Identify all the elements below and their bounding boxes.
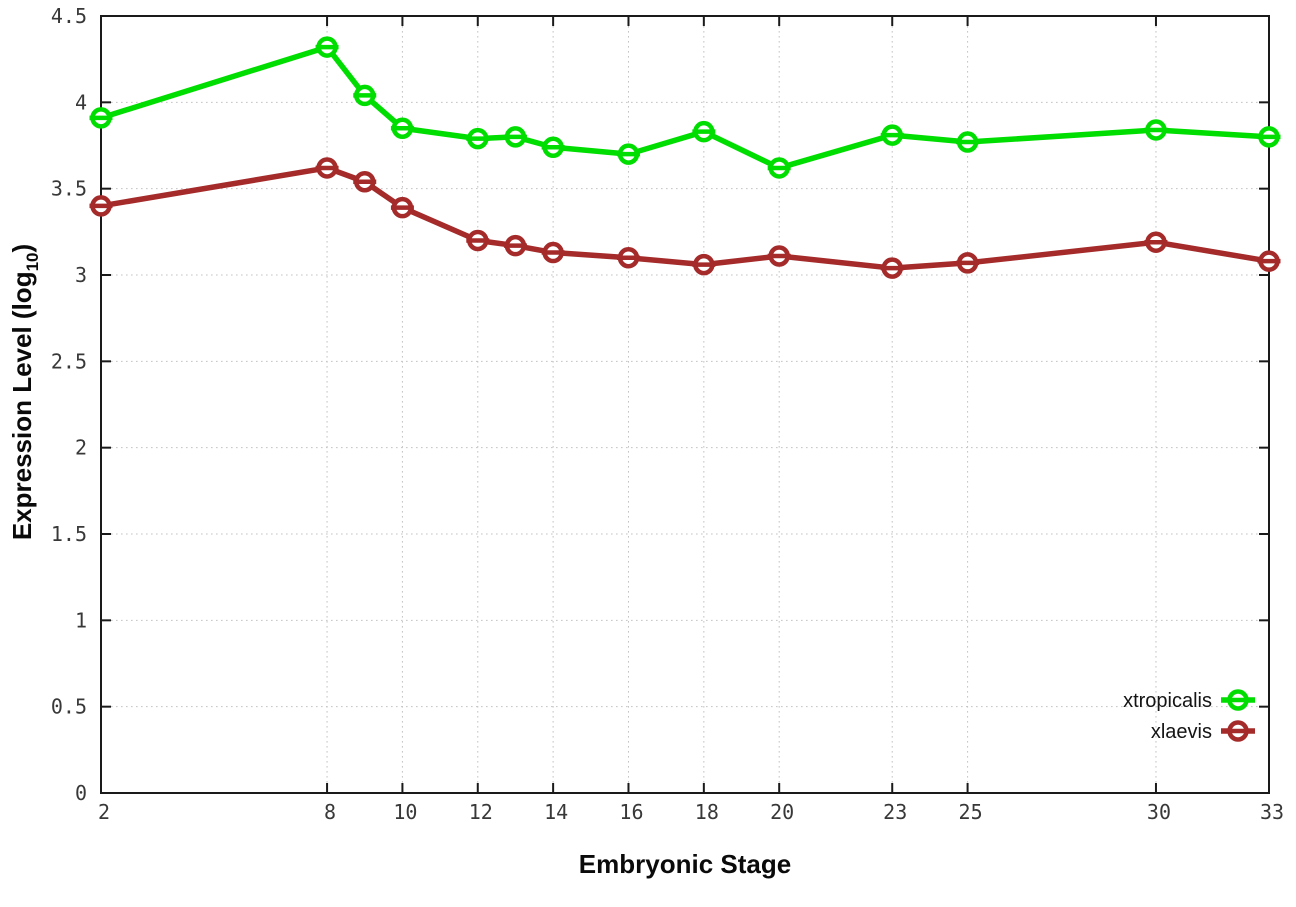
- legend-item-xlaevis: xlaevis: [1151, 720, 1255, 743]
- series-xtropicalis-marker: [616, 143, 640, 165]
- series-xlaevis-marker: [880, 257, 904, 279]
- series-xlaevis-marker: [503, 234, 527, 257]
- y-axis-title: Expression Level (log10): [7, 244, 42, 540]
- y-tick-label: 3.5: [51, 177, 87, 201]
- x-tick-label: 16: [619, 800, 643, 824]
- legend-label: xtropicalis: [1123, 690, 1212, 712]
- series-xtropicalis-marker: [692, 120, 716, 143]
- x-tick-label: 2: [98, 800, 110, 824]
- x-tick-label: 23: [883, 800, 907, 824]
- x-tick-label: 30: [1147, 800, 1171, 824]
- series-xlaevis-marker: [616, 246, 640, 269]
- series-xlaevis-marker: [315, 157, 339, 179]
- y-tick-label: 1.5: [51, 522, 87, 546]
- series-xlaevis-line: [98, 165, 1272, 271]
- x-tick-label: 20: [770, 800, 794, 824]
- series-xtropicalis-marker: [466, 127, 490, 150]
- legend: xtropicalis xlaevis: [1123, 689, 1255, 743]
- plot-border: [100, 15, 1270, 794]
- series-xtropicalis-marker: [89, 107, 113, 129]
- series-xlaevis-marker: [541, 241, 565, 264]
- legend-marker-xtropicalis: [1226, 689, 1250, 711]
- y-axis-title-close: ): [7, 244, 37, 253]
- x-tick-label: 18: [695, 800, 719, 824]
- x-tick-label: 12: [469, 800, 493, 824]
- series-xlaevis-marker: [1257, 250, 1281, 272]
- x-tick-label: 8: [324, 800, 336, 824]
- series-xtropicalis-marker: [390, 117, 414, 139]
- y-axis-title-subscript: 10: [23, 253, 42, 272]
- y-tick-label: 1: [75, 608, 87, 632]
- y-tick-label: 3: [75, 263, 87, 287]
- series-xlaevis-marker: [353, 171, 377, 193]
- series-xlaevis-marker: [1144, 231, 1168, 253]
- series-xlaevis-marker: [89, 195, 113, 217]
- series-xlaevis-marker: [390, 196, 414, 219]
- x-axis-title: Embryonic Stage: [579, 849, 791, 879]
- series-xlaevis-marker: [466, 229, 490, 252]
- series-layer: [89, 36, 1281, 279]
- x-tick-label: 33: [1260, 800, 1284, 824]
- series-xtropicalis-marker: [315, 36, 339, 58]
- x-tick-label: 14: [544, 800, 568, 824]
- legend-item-xtropicalis: xtropicalis: [1123, 689, 1255, 712]
- y-tick-label: 4.5: [51, 4, 87, 28]
- series-xtropicalis-marker: [880, 124, 904, 146]
- series-xtropicalis-line: [98, 44, 1272, 171]
- y-tick-label: 2: [75, 436, 87, 460]
- series-xlaevis-marker: [692, 253, 716, 276]
- series-xlaevis-marker: [767, 245, 791, 267]
- series-xtropicalis-marker: [541, 136, 565, 158]
- y-axis-title-main: Expression Level (log: [7, 271, 37, 540]
- y-tick-label: 0.5: [51, 695, 87, 719]
- legend-marker-xlaevis: [1226, 720, 1250, 742]
- series-xtropicalis-marker: [503, 126, 527, 148]
- axes-layer: 0 0.5 1 1.5 2 2.5 3 3.5 4 4.5 2 8 10 12 14 16 18 20 23 25 30…: [51, 4, 1284, 824]
- y-tick-label: 4: [75, 90, 87, 114]
- x-tick-label: 25: [959, 800, 983, 824]
- series-xtropicalis-marker: [767, 157, 791, 179]
- y-tick-label: 0: [75, 781, 87, 805]
- series-xtropicalis-marker: [1144, 119, 1168, 141]
- x-tick-label: 10: [393, 800, 417, 824]
- series-xlaevis-marker: [956, 252, 980, 274]
- series-xtropicalis-marker: [956, 131, 980, 153]
- y-tick-label: 2.5: [51, 349, 87, 373]
- series-xtropicalis-marker: [1257, 126, 1281, 148]
- legend-label: xlaevis: [1151, 721, 1212, 743]
- series-xtropicalis-marker: [353, 84, 377, 107]
